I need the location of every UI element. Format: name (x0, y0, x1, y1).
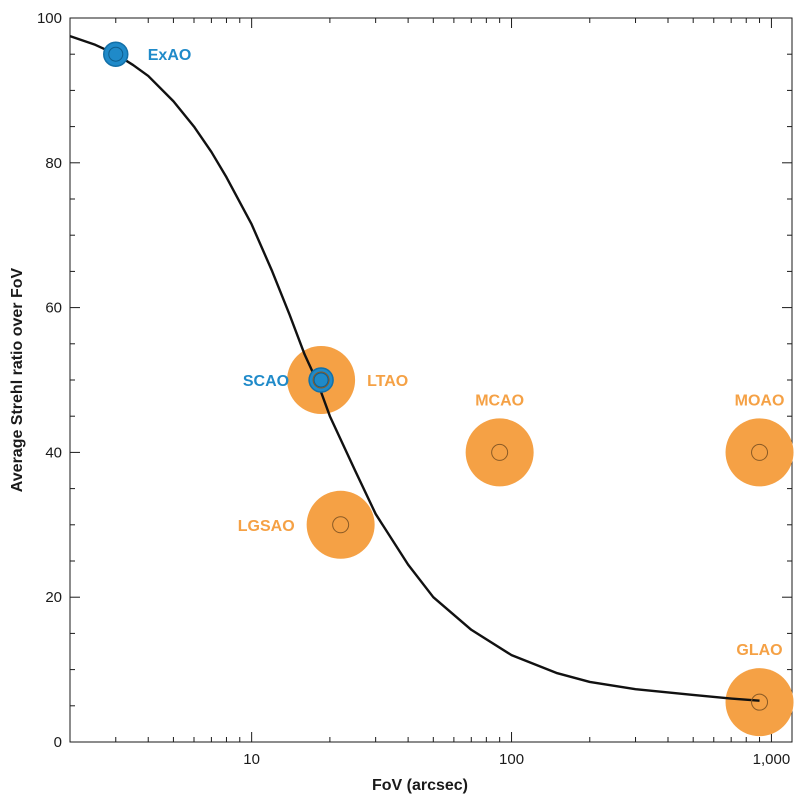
y-tick-label: 40 (45, 444, 62, 461)
x-tick-label: 10 (243, 751, 260, 768)
y-tick-label: 20 (45, 589, 62, 606)
point-lgsao (332, 516, 350, 534)
point-exao (103, 41, 129, 67)
label-scao: SCAO (243, 373, 289, 390)
halo-mcao (465, 418, 534, 487)
halo-lgsao (306, 490, 375, 559)
points-layer (103, 41, 769, 711)
point-ring-scao (313, 372, 329, 388)
point-moao (751, 443, 769, 461)
label-moao: MOAO (735, 392, 785, 409)
axes: 0 20 40 60 80 100 10 100 1,000 (37, 10, 793, 768)
label-ltao: LTAO (367, 373, 408, 390)
curve-layer (69, 34, 760, 702)
halo-glao (725, 668, 794, 737)
x-tick-label: 1,000 (753, 751, 791, 768)
x-axis-title: FoV (arcsec) (372, 777, 468, 794)
label-exao: ExAO (148, 47, 192, 64)
strehl-curve (69, 34, 760, 702)
label-lgsao: LGSAO (238, 518, 295, 535)
label-glao: GLAO (736, 642, 782, 659)
halo-layer (287, 346, 794, 737)
y-tick-label: 80 (45, 155, 62, 172)
point-mcao (491, 443, 509, 461)
y-axis-title: Average Strehl ratio over FoV (9, 267, 26, 492)
label-mcao: MCAO (475, 392, 524, 409)
x-tick-label: 100 (499, 751, 524, 768)
labels-layer: ExAO SCAO LTAO LGSAO MCAO MOAO GLAO (148, 47, 785, 659)
halo-moao (725, 418, 794, 487)
point-ring-exao (108, 46, 124, 62)
y-tick-label: 0 (54, 734, 62, 751)
y-tick-label: 100 (37, 10, 62, 27)
y-tick-label: 60 (45, 300, 62, 317)
point-glao (751, 693, 769, 711)
plot-frame (69, 17, 793, 743)
point-ltao (312, 371, 330, 389)
